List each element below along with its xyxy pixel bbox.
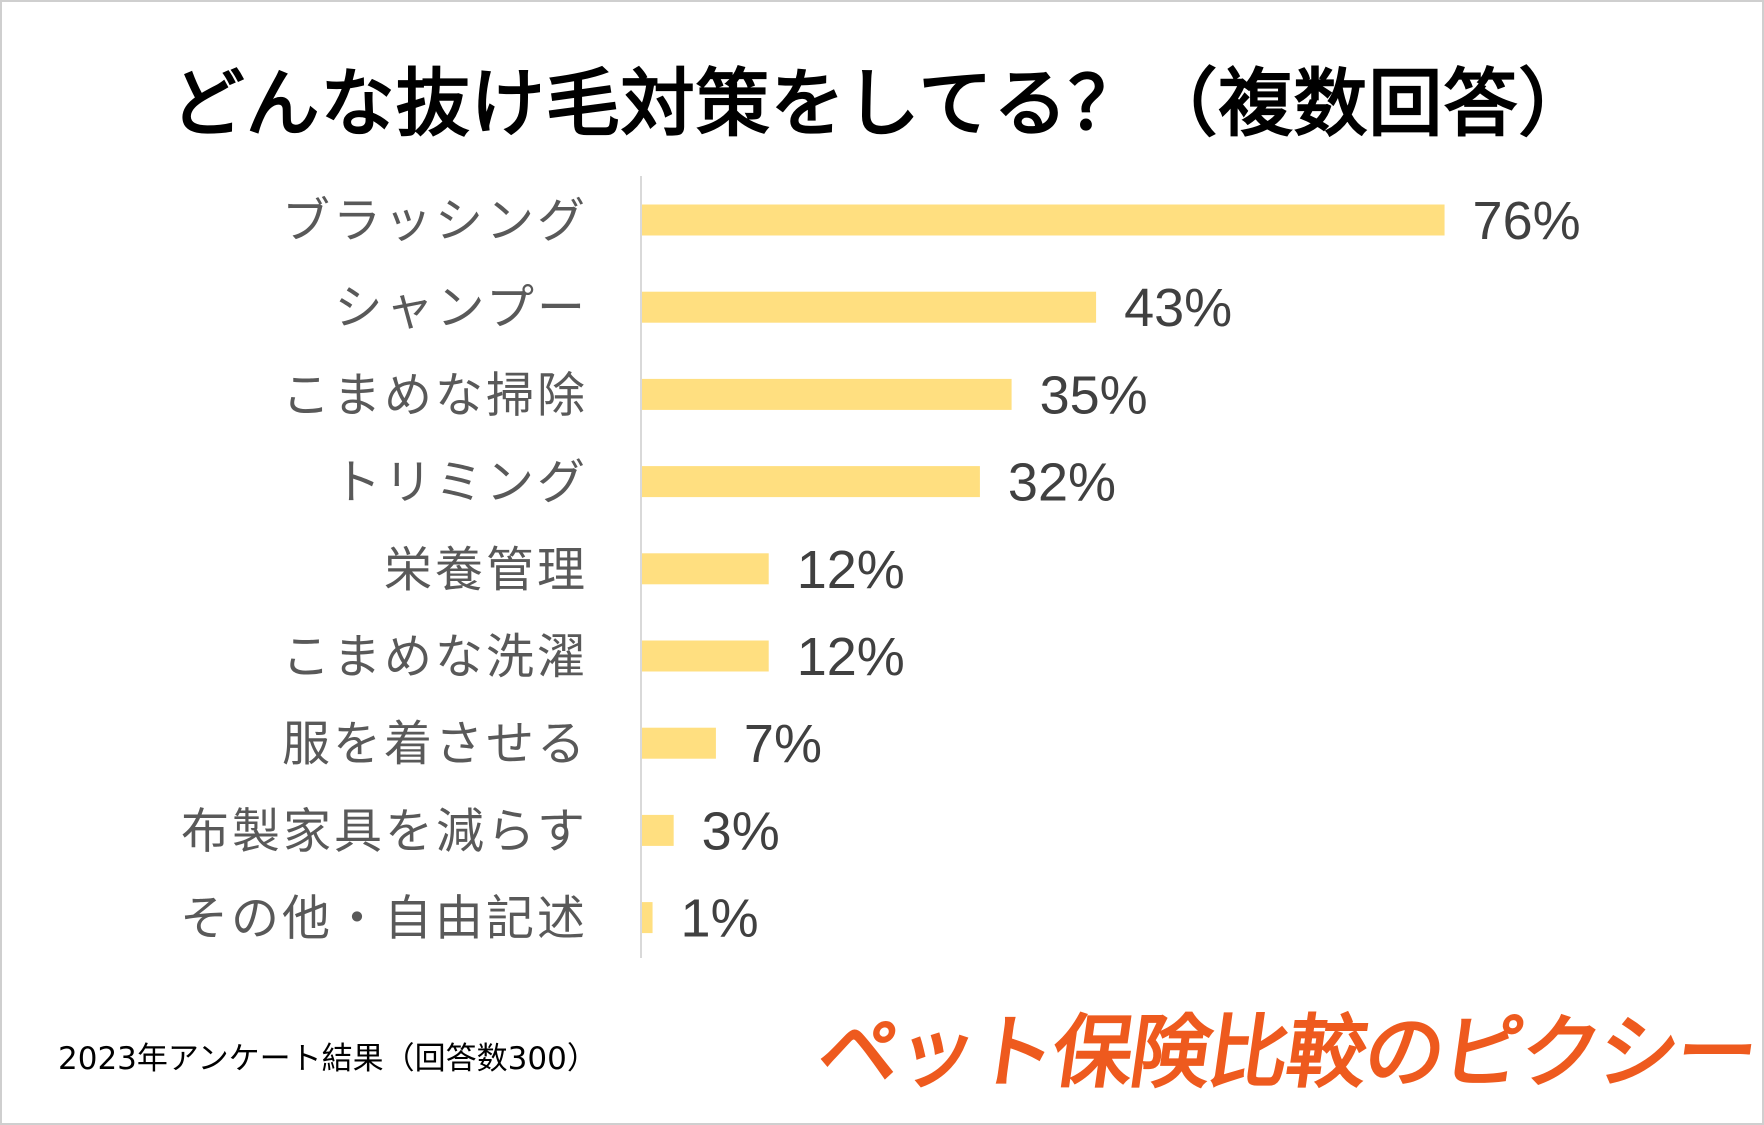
category-label-3: こまめな掃除 bbox=[282, 367, 588, 423]
value-label-4: 32% bbox=[1008, 453, 1116, 513]
category-label-4: トリミング bbox=[333, 455, 588, 511]
value-label-3: 35% bbox=[1040, 365, 1148, 425]
category-label-7: 服を着させる bbox=[282, 716, 588, 772]
value-label-5: 12% bbox=[797, 540, 905, 600]
bar-4 bbox=[642, 466, 980, 498]
value-label-9: 1% bbox=[681, 889, 759, 949]
bar-9 bbox=[642, 902, 653, 934]
bar-1 bbox=[642, 204, 1445, 236]
category-label-6: こまめな洗濯 bbox=[282, 629, 588, 685]
category-label-9: その他・自由記述 bbox=[180, 891, 588, 947]
survey-footnote: 2023年アンケート結果（回答数300） bbox=[58, 1041, 598, 1077]
brand-logo: ペット保険比較のピクシー bbox=[812, 1006, 1762, 1099]
bar-6 bbox=[642, 640, 769, 672]
bar-5 bbox=[642, 553, 769, 585]
bar-8 bbox=[642, 814, 674, 846]
value-label-8: 3% bbox=[702, 801, 780, 861]
value-label-1: 76% bbox=[1473, 191, 1581, 251]
value-label-6: 12% bbox=[797, 627, 905, 687]
category-label-1: ブラッシング bbox=[282, 193, 588, 249]
value-label-7: 7% bbox=[744, 714, 822, 774]
category-label-5: 栄養管理 bbox=[384, 542, 588, 598]
bar-2 bbox=[642, 291, 1097, 323]
category-label-2: シャンプー bbox=[334, 280, 588, 336]
bars-group: ブラッシング 76% シャンプー 43% こまめな掃除 35% トリミング 32% 栄養管理 12… bbox=[180, 191, 1581, 949]
chart-title: どんな抜け毛対策をしてる？（複数回答） bbox=[170, 61, 1594, 147]
value-label-2: 43% bbox=[1124, 278, 1232, 338]
bar-3 bbox=[642, 378, 1012, 410]
category-label-8: 布製家具を減らす bbox=[181, 803, 588, 859]
bar-7 bbox=[642, 727, 716, 759]
